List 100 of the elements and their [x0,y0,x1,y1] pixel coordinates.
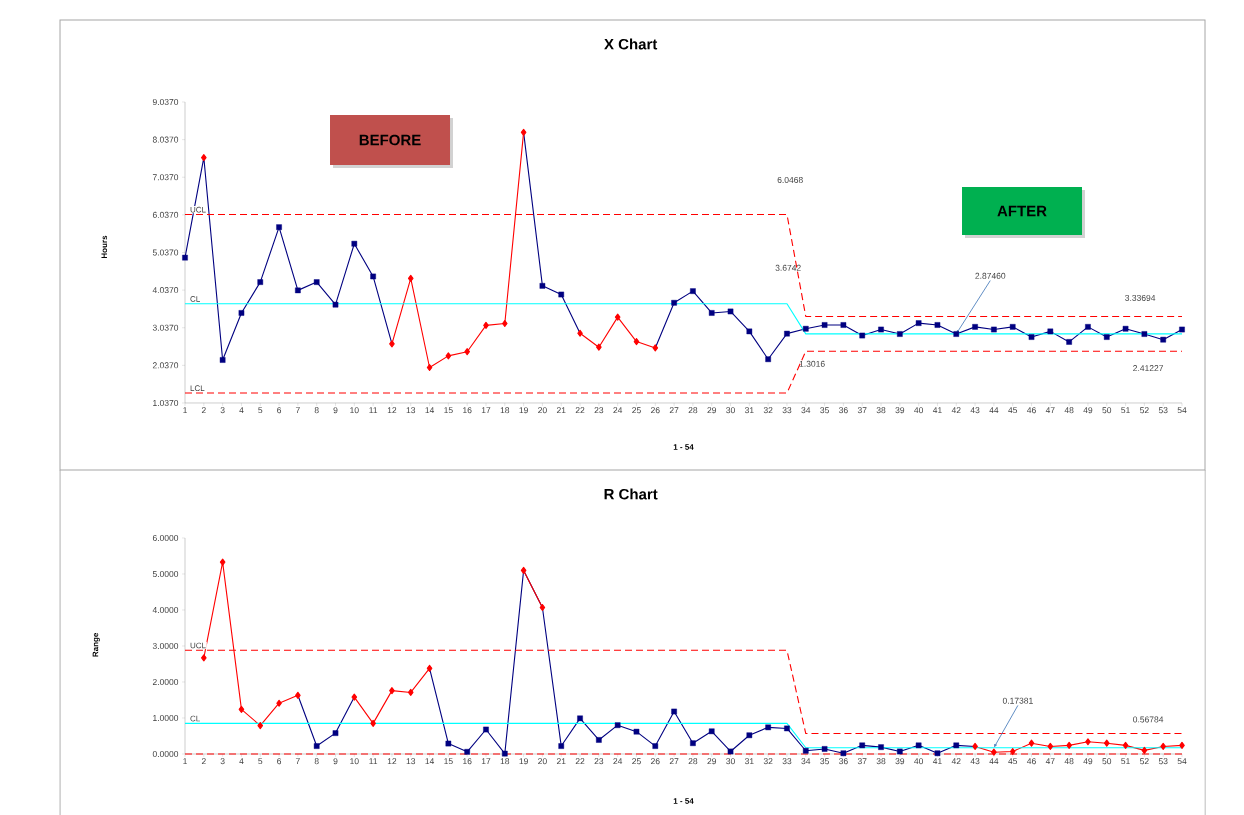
x-tick-label: 43 [970,406,980,413]
point [765,356,771,362]
annotation: 3.33694 [1125,294,1156,301]
point [370,273,376,280]
x-tick-label: 6 [277,757,282,764]
point [633,728,640,735]
point [784,725,790,731]
x-tick-label: 14 [425,406,435,413]
point [953,742,960,748]
point [746,328,753,334]
series-label: UCL [190,642,206,649]
point [445,740,452,747]
x-tick-label: 36 [839,757,848,764]
x-tick-label: 28 [688,406,698,413]
x-tick-label: 1 [183,757,187,764]
y-tick-label: 6.0370 [152,211,179,218]
x-tick-label: 21 [556,757,566,764]
x-tick-label: 23 [594,406,604,413]
point [1141,746,1148,754]
x-tick-label: 12 [387,757,397,764]
x-tick-label: 3 [220,406,225,413]
x-tick-label: 44 [989,406,999,413]
x-tick-label: 26 [650,406,660,413]
x-tick-label: 31 [744,406,754,413]
point [991,326,997,333]
x-tick-label: 33 [782,406,792,413]
annotation: 2.87460 [975,272,1006,279]
x-tick-label: 8 [314,406,319,413]
x-tick-label: 13 [406,757,416,764]
x-tick-label: 28 [688,757,698,764]
x-tick-label: 30 [726,757,735,764]
point [1179,741,1185,749]
x-tick-label: 46 [1026,757,1036,764]
x-tick-label: 39 [895,406,905,413]
x-tick-label: 8 [314,757,319,764]
point [520,566,527,574]
point [219,356,226,363]
point [295,287,301,293]
x-tick-label: 17 [481,757,491,764]
point [257,721,264,729]
annotation: AFTER [997,205,1047,216]
point [1122,741,1129,749]
point [1085,323,1091,330]
x-tick-label: 13 [406,406,416,413]
annotation: 1.3016 [799,360,825,367]
point [483,726,489,733]
point [1028,334,1035,340]
x-tick-label: 21 [556,406,566,413]
point [614,313,621,321]
x-tick-label: 38 [876,757,886,764]
y-axis-title: Hours [101,235,108,258]
x-tick-label: 5 [258,757,263,764]
x-tick-label: 42 [951,406,961,413]
x-tick-label: 16 [463,757,472,764]
x-tick-label: 50 [1102,757,1112,764]
point [991,748,997,756]
point [182,254,188,261]
point [276,224,282,230]
x-tick-label: 2 [201,406,206,413]
x-tick-label: 54 [1177,757,1187,764]
point [389,340,395,348]
x-tick-label: 18 [500,757,510,764]
point [219,558,226,566]
point [765,724,771,730]
x-tick-label: 11 [369,757,378,764]
x-tick-label: 4 [239,406,244,413]
point [332,301,339,308]
x-tick-label: 40 [914,406,924,413]
x-tick-label: 54 [1177,406,1187,413]
x-tick-label: 20 [538,757,547,764]
point [577,329,583,337]
series-label: CL [190,715,200,722]
x-tick-label: 31 [744,757,754,764]
x-tick-label: 47 [1045,406,1055,413]
point [878,744,884,750]
point [671,299,677,306]
x-tick-label: 45 [1008,406,1018,413]
y-tick-label: 2.0000 [152,678,179,685]
point [652,743,659,749]
x-tick-label: 51 [1121,757,1130,764]
point [370,719,376,727]
point [1141,330,1148,337]
x-tick-label: 37 [857,757,867,764]
y-tick-label: 1.0370 [153,399,179,406]
x-tick-label: 10 [350,406,359,413]
chart-title: R Chart [604,488,658,500]
x-tick-label: 46 [1026,406,1036,413]
point [821,321,828,328]
point [821,745,828,752]
point [934,750,941,756]
x-tick-label: 15 [444,406,453,413]
x-tick-label: 19 [519,406,528,413]
point [690,740,696,746]
point [539,282,546,289]
point [859,332,866,339]
x-tick-label: 45 [1008,757,1018,764]
x-tick-label: 34 [801,406,811,413]
x-tick-label: 41 [932,757,942,764]
x-tick-label: 9 [333,757,338,764]
point [972,323,978,330]
